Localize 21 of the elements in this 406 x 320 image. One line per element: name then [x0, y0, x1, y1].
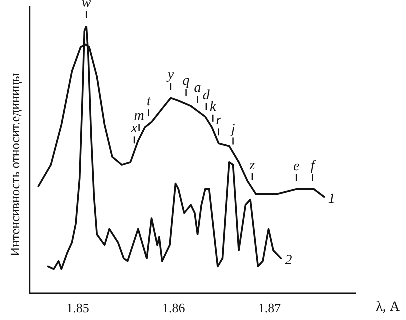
ref-line-label: q — [182, 74, 190, 90]
ref-line-label: m — [134, 109, 144, 124]
ref-line-label: d — [202, 88, 211, 104]
series-label: 2 — [285, 253, 292, 268]
x-tick-label: 1.85 — [66, 300, 90, 316]
ref-line-label: j — [229, 122, 236, 138]
x-tick-label: 1.86 — [162, 300, 186, 316]
x-axis-title: λ, A — [376, 300, 400, 316]
x-tick-label: 1.87 — [258, 300, 282, 316]
ref-line-label: z — [248, 158, 256, 174]
series-label: 1 — [328, 192, 336, 207]
ref-line-label: a — [194, 81, 202, 96]
ref-line-label: t — [146, 94, 152, 110]
ref-line-label: f — [310, 159, 317, 174]
ref-line-label: e — [293, 159, 300, 174]
y-axis-title: Интенсивность относит.единицы — [8, 73, 24, 257]
ref-line-label: x — [130, 122, 138, 137]
ref-line-label: r — [216, 114, 222, 129]
ref-line-label: k — [210, 100, 218, 115]
ref-line-label: y — [166, 68, 175, 84]
ref-line-label: w — [82, 0, 92, 11]
